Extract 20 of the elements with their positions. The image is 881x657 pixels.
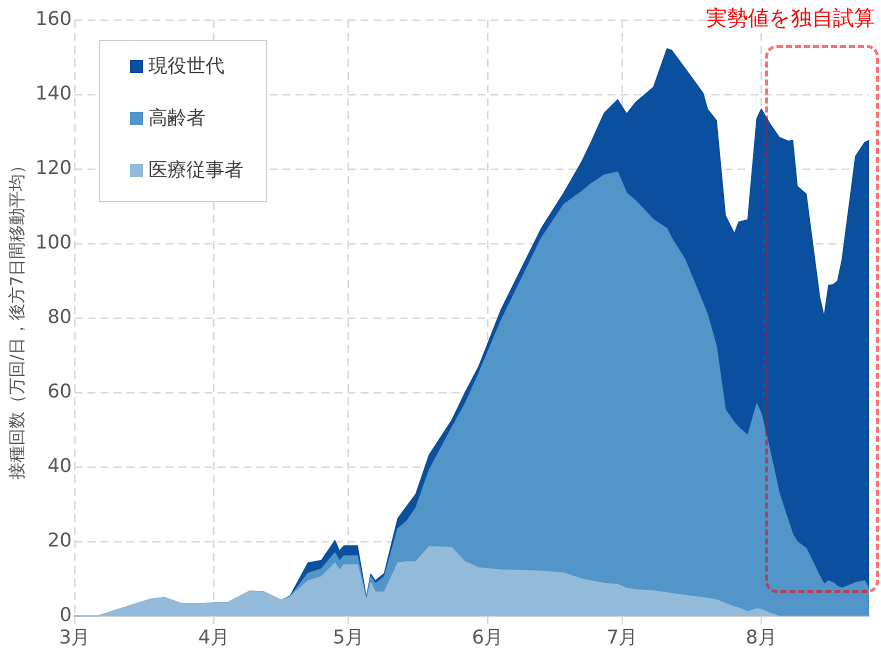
legend-label: 高齢者 bbox=[148, 106, 206, 131]
x-tick-label: 7月 bbox=[606, 626, 638, 649]
x-tick-label: 3月 bbox=[59, 626, 90, 649]
y-axis-title: 接種回数（万回/日，後方7日間移動平均） bbox=[8, 156, 28, 480]
y-tick-label: 40 bbox=[47, 455, 72, 478]
x-tick-label: 5月 bbox=[332, 626, 364, 649]
y-tick-label: 80 bbox=[47, 306, 72, 328]
y-tick-label: 100 bbox=[35, 232, 72, 254]
annotation: 実勢値を独自試算 bbox=[706, 5, 875, 32]
legend-label: 医療従事者 bbox=[148, 158, 244, 183]
x-tick-label: 8月 bbox=[746, 626, 777, 649]
y-tick-label: 120 bbox=[35, 156, 72, 179]
y-tick-label: 160 bbox=[35, 8, 72, 30]
y-tick-label: 140 bbox=[35, 82, 72, 104]
x-tick-label: 6月 bbox=[472, 626, 504, 649]
legend-label: 現役世代 bbox=[148, 54, 225, 79]
y-tick-label: 20 bbox=[47, 530, 72, 552]
y-tick-label: 60 bbox=[47, 380, 72, 403]
x-tick-label: 4月 bbox=[198, 626, 230, 649]
y-tick-label: 0 bbox=[60, 604, 72, 626]
